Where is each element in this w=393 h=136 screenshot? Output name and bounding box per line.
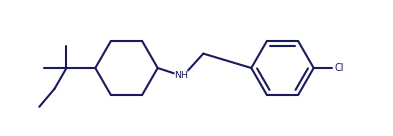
Text: Cl: Cl	[335, 63, 344, 73]
Text: NH: NH	[174, 71, 188, 80]
